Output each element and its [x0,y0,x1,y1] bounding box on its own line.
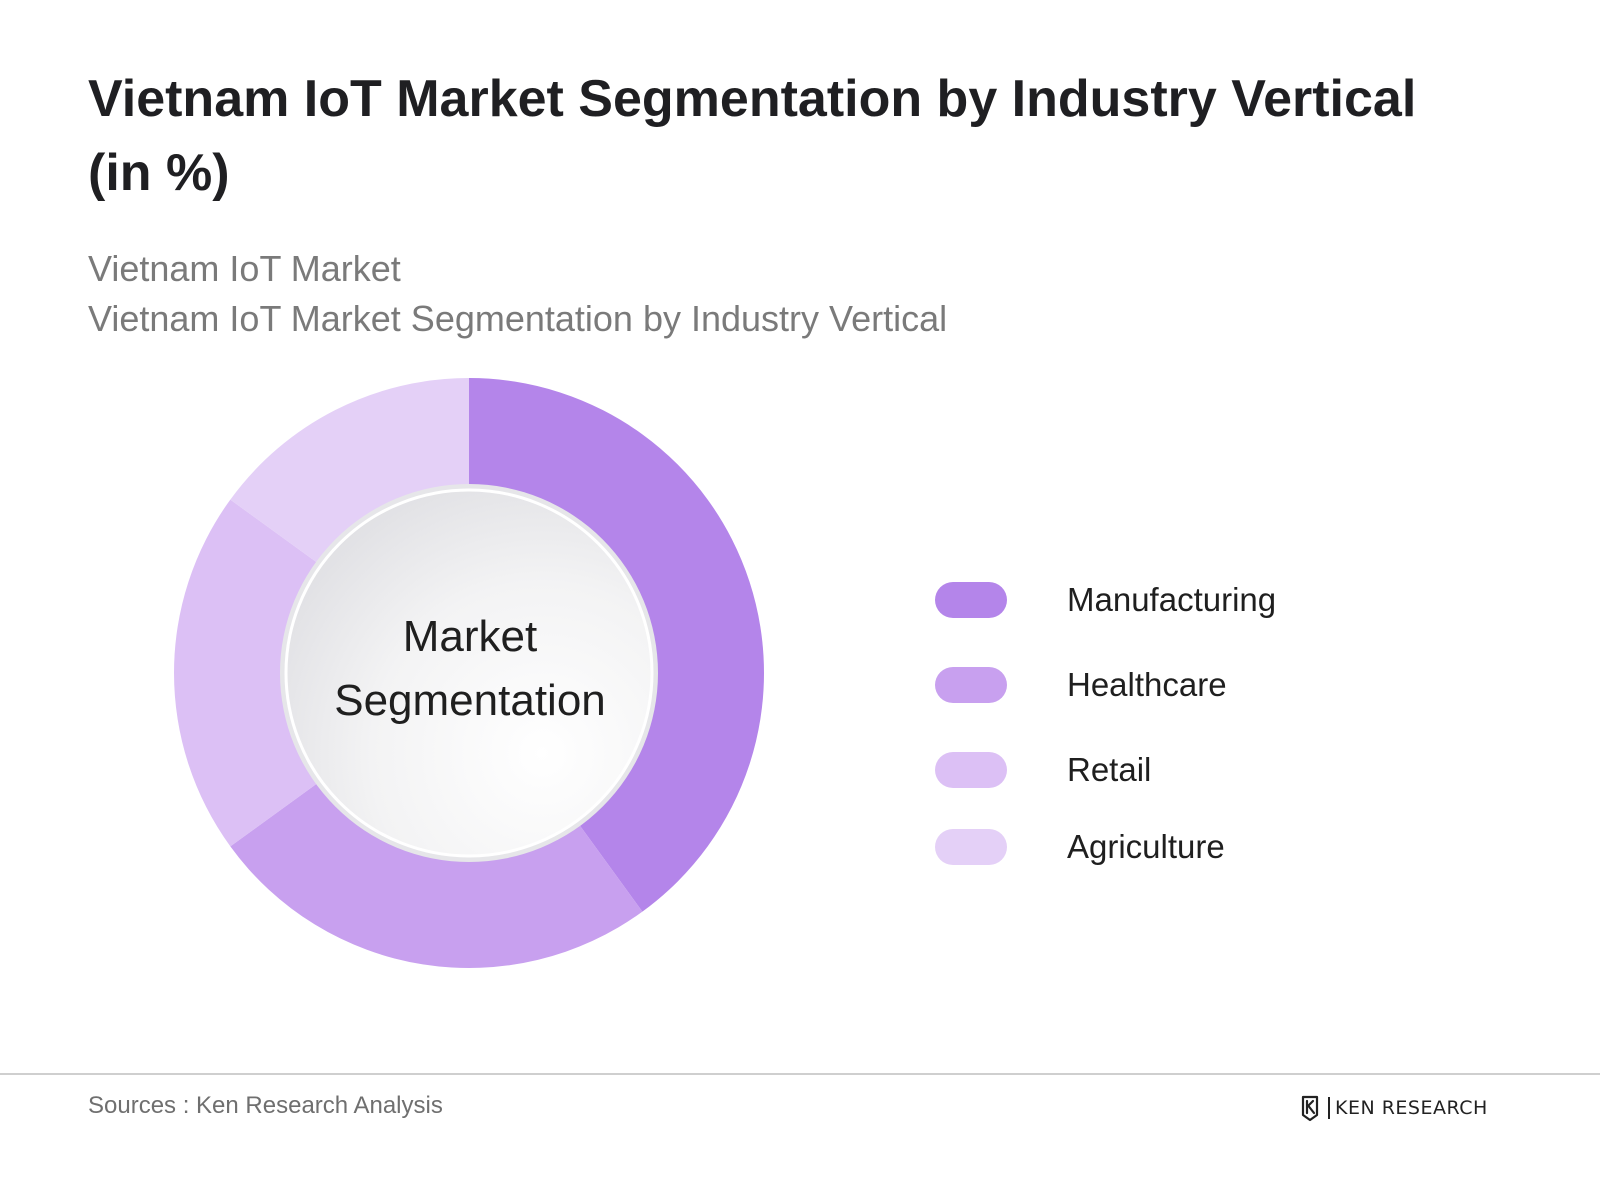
legend-swatch-agriculture [935,829,1007,865]
chart-title: Vietnam IoT Market Segmentation by Indus… [88,62,1488,210]
chart-title-line-2: (in %) [88,144,230,202]
brand-separator [1328,1097,1330,1119]
legend-label-agriculture: Agriculture [1067,828,1225,865]
ken-research-logo-icon [1301,1095,1319,1122]
legend-label-retail: Retail [1067,751,1152,788]
donut-center-label-line-2: Segmentation [334,676,606,725]
source-note: Sources : Ken Research Analysis [88,1092,443,1119]
chart-legend: Manufacturing Healthcare Retail Agricult… [935,580,1455,912]
legend-item-manufacturing: Manufacturing [935,580,1455,620]
legend-item-healthcare: Healthcare [935,665,1455,705]
legend-swatch-manufacturing [935,582,1007,618]
chart-subtitle-line-2: Vietnam IoT Market Segmentation by Indus… [88,298,948,339]
donut-center-label: Market Segmentation [300,605,640,733]
donut-slice-retail [174,499,321,847]
legend-item-agriculture: Agriculture [935,827,1455,867]
brand-logo-group: KEN RESEARCH [1300,1093,1488,1123]
footer-divider [0,1073,1600,1075]
donut-slice-healthcare [230,780,643,968]
legend-label-healthcare: Healthcare [1067,666,1227,703]
legend-swatch-healthcare [935,667,1007,703]
legend-item-retail: Retail [935,750,1455,790]
legend-label-manufacturing: Manufacturing [1067,581,1277,618]
donut-center-label-line-1: Market [402,612,538,661]
chart-subtitle-line-1: Vietnam IoT Market [88,248,401,289]
legend-swatch-retail [935,752,1007,788]
donut-slice-agriculture [230,378,469,566]
chart-subtitle: Vietnam IoT Market Vietnam IoT Market Se… [88,244,947,344]
donut-slices [174,378,765,968]
donut-slice-manufacturing [469,378,765,912]
brand-name: KEN RESEARCH [1335,1097,1488,1119]
chart-title-line-1: Vietnam IoT Market Segmentation by Indus… [88,70,1417,128]
donut-center-disc [284,488,654,858]
